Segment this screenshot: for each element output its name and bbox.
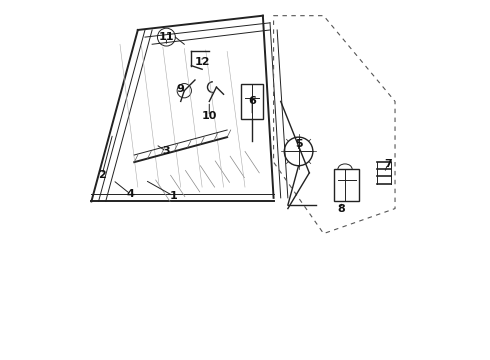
Text: 11: 11	[159, 32, 174, 42]
Text: 1: 1	[170, 191, 177, 201]
Text: 9: 9	[177, 84, 185, 94]
Bar	[334, 169, 359, 202]
Bar	[242, 84, 263, 119]
Text: 4: 4	[127, 189, 135, 199]
Text: 10: 10	[201, 111, 217, 121]
Text: 7: 7	[384, 159, 392, 169]
Text: 12: 12	[195, 57, 210, 67]
Text: 8: 8	[338, 203, 345, 213]
Text: 3: 3	[163, 147, 170, 157]
Text: 5: 5	[295, 139, 302, 149]
Text: 2: 2	[98, 170, 106, 180]
Text: 6: 6	[248, 96, 256, 107]
